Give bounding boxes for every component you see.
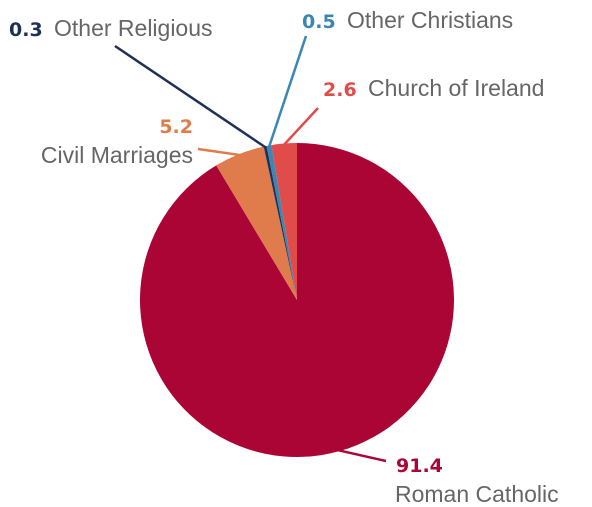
slice-label-church-of-ireland: Church of Ireland [368, 75, 544, 101]
pie-slice-church-of-ireland [271, 143, 297, 300]
slice-label-civil-marriages: Civil Marriages [41, 142, 193, 168]
pie-slice-other-christians [266, 145, 297, 300]
pie-slice-roman-catholic [139, 143, 454, 458]
label-other-religious: 0.3 Other Religious [9, 15, 213, 41]
value-label-civil-marriages: 5.2 [159, 116, 193, 138]
value-label-other-religious: 0.3 [9, 19, 43, 41]
pie-slice-civil-marriages [216, 146, 297, 300]
pie-slice-other-religious [263, 145, 297, 300]
slice-label-roman-catholic: Roman Catholic [395, 481, 559, 507]
leader-line-other-christians [268, 35, 308, 147]
value-label-roman-catholic: 91.4 [396, 455, 443, 477]
leader-line-civil-marriages [197, 147, 240, 157]
label-other-christians: 0.5 Other Christians [302, 7, 513, 33]
slice-label-other-religious: Other Religious [54, 15, 213, 41]
leader-line-church-of-ireland [283, 107, 319, 146]
label-civil-marriages: 5.2 Civil Marriages [41, 116, 193, 168]
leader-line-other-religious [114, 44, 267, 149]
label-roman-catholic: 91.4 Roman Catholic [395, 455, 559, 507]
leader-line-roman-catholic [338, 449, 387, 463]
slice-label-other-christians: Other Christians [347, 7, 513, 33]
pie-slices [139, 143, 454, 458]
label-church-of-ireland: 2.6 Church of Ireland [323, 75, 544, 101]
value-label-other-christians: 0.5 [302, 11, 336, 33]
leader-lines [114, 35, 387, 463]
value-label-church-of-ireland: 2.6 [323, 79, 357, 101]
